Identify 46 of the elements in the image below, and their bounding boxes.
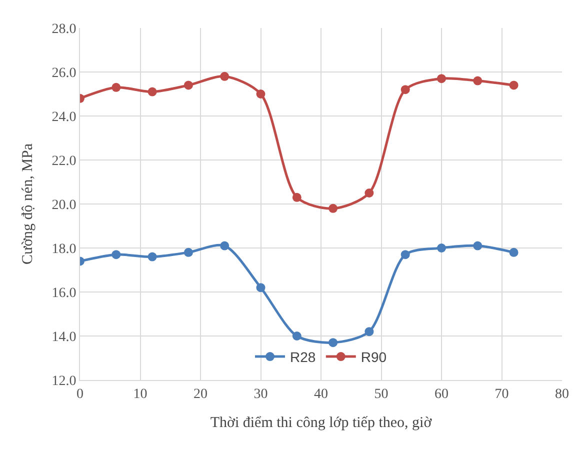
x-tick-label: 30: [254, 386, 268, 402]
y-tick-label: 14.0: [52, 330, 76, 345]
x-tick-label: 10: [133, 386, 148, 402]
x-tick-label: 20: [194, 386, 208, 402]
y-tick-label: 26.0: [52, 66, 76, 81]
legend-label: R28: [290, 349, 316, 366]
y-tick-label: 18.0: [52, 242, 76, 257]
point: [473, 241, 482, 250]
point: [509, 248, 518, 257]
point: [328, 338, 338, 348]
point: [220, 72, 230, 81]
y-tick-label: 24.0: [52, 110, 76, 125]
point: [292, 192, 302, 202]
y-tick-label: 28.0: [52, 22, 76, 37]
point: [400, 85, 410, 94]
x-tick-label: 70: [494, 386, 509, 402]
point: [328, 204, 338, 213]
x-tick-label: 40: [314, 386, 328, 402]
point: [112, 250, 121, 260]
point: [184, 248, 193, 257]
point: [148, 87, 157, 96]
x-axis-title: Thời điểm thi công lớp tiếp theo, giờ: [210, 414, 433, 431]
y-tick-label: 16.0: [52, 286, 76, 301]
point: [184, 80, 193, 90]
point: [473, 76, 482, 86]
point: [364, 188, 374, 198]
x-tick-label: 50: [374, 386, 388, 402]
y-tick-label: 12.0: [52, 374, 76, 389]
legend-label: R90: [360, 349, 387, 366]
point: [148, 252, 157, 262]
point: [220, 241, 230, 250]
point: [400, 250, 410, 260]
y-axis-title: Cường độ nén, MPa: [20, 143, 36, 265]
point: [509, 80, 518, 90]
y-tick-label: 20.0: [52, 198, 76, 213]
point: [437, 244, 446, 252]
y-tick-label: 22.0: [52, 154, 76, 169]
point: [256, 90, 266, 98]
x-tick-label: 80: [555, 386, 569, 402]
point: [256, 283, 266, 292]
point: [292, 332, 302, 340]
x-tick-label: 0: [76, 386, 84, 402]
point: [437, 74, 446, 84]
point: [112, 82, 121, 92]
x-tick-label: 60: [434, 386, 448, 402]
point: [364, 327, 374, 336]
